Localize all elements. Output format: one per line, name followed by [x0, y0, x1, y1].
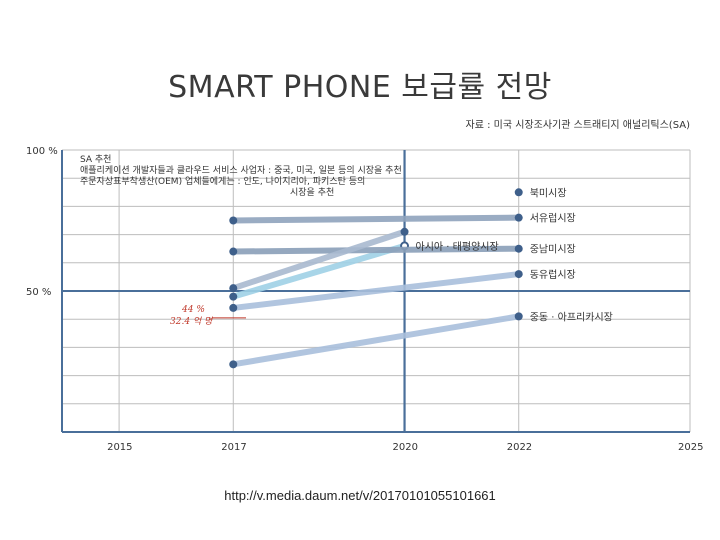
series-point [400, 227, 409, 236]
series-point [229, 303, 238, 312]
series-label: 아시아 · 태평양시장 [416, 241, 499, 253]
series-point [229, 360, 238, 369]
x-tick-label: 2015 [107, 442, 132, 453]
series-point [514, 312, 523, 321]
page-title: SMART PHONE 보급률 전망 [168, 70, 552, 105]
series-label: 동유럽시장 [530, 269, 576, 281]
note-line: 애플리케이션 개발자들과 클라우드 서비스 사업자 : 중국, 미국, 일본 등… [80, 165, 402, 176]
x-tick-label: 2022 [507, 442, 532, 453]
series-point [229, 292, 238, 301]
x-tick-label: 2020 [393, 442, 418, 453]
series-line [230, 245, 522, 255]
annotation-users: 32.4 억 명 [170, 316, 213, 327]
x-tick-label: 2025 [678, 442, 703, 453]
y-tick-label: 50 % [26, 287, 51, 298]
y-tick-label: 100 % [26, 146, 58, 157]
series-line [230, 228, 408, 292]
series-point [514, 213, 523, 222]
series-point [229, 247, 238, 256]
series-point [229, 216, 238, 225]
series-label: 중동 · 아프리카시장 [530, 311, 613, 323]
series-point [514, 244, 523, 253]
series-point [229, 284, 238, 293]
note-line: SA 추천 [80, 154, 111, 165]
chart-labels: 2015 2017 2020 2022 2025 100 % 50 % 북미시장서유럽시장아시… [26, 146, 703, 453]
series-label: 북미시장 [530, 187, 567, 199]
source-url[interactable]: http://v.media.daum.net/v/20170101055101… [224, 488, 496, 503]
x-tick-label: 2017 [221, 442, 246, 453]
note-line: 시장을 추천 [290, 187, 334, 198]
series-line [230, 242, 408, 300]
annotation-percent: 44 % [181, 305, 205, 315]
chart-series [229, 188, 523, 369]
series-line [230, 214, 522, 224]
series-point [514, 270, 523, 279]
chart-grid [61, 149, 691, 433]
series-line [230, 313, 522, 368]
source-note: 자료 : 미국 시장조사기관 스트래티지 애널리틱스(SA) [465, 120, 690, 131]
series-point [514, 188, 523, 197]
series-label: 중남미시장 [530, 244, 576, 256]
series-label: 서유럽시장 [530, 213, 576, 225]
series-line [230, 271, 522, 311]
note-line: 주문자상표부착생산(OEM) 업체들에게는 : 인도, 나이지리아, 파키스탄 … [80, 176, 365, 187]
